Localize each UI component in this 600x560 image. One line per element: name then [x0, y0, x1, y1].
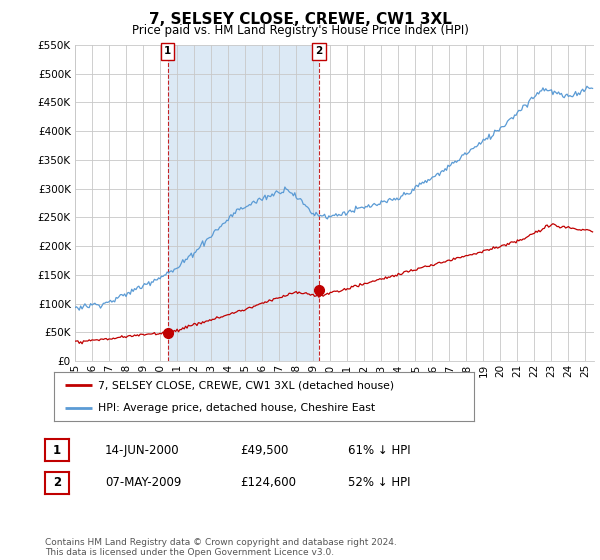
Text: 07-MAY-2009: 07-MAY-2009: [105, 476, 181, 489]
Text: 52% ↓ HPI: 52% ↓ HPI: [348, 476, 410, 489]
Text: HPI: Average price, detached house, Cheshire East: HPI: Average price, detached house, Ches…: [98, 403, 375, 413]
Text: £124,600: £124,600: [240, 476, 296, 489]
Text: 1: 1: [164, 46, 172, 57]
Text: Contains HM Land Registry data © Crown copyright and database right 2024.
This d: Contains HM Land Registry data © Crown c…: [45, 538, 397, 557]
Text: 1: 1: [53, 444, 61, 457]
Text: 7, SELSEY CLOSE, CREWE, CW1 3XL (detached house): 7, SELSEY CLOSE, CREWE, CW1 3XL (detache…: [98, 380, 394, 390]
Text: Price paid vs. HM Land Registry's House Price Index (HPI): Price paid vs. HM Land Registry's House …: [131, 24, 469, 36]
Text: 7, SELSEY CLOSE, CREWE, CW1 3XL: 7, SELSEY CLOSE, CREWE, CW1 3XL: [149, 12, 451, 27]
Bar: [168, 45, 319, 361]
Text: 2: 2: [53, 476, 61, 489]
Text: 14-JUN-2000: 14-JUN-2000: [105, 444, 179, 457]
Text: 61% ↓ HPI: 61% ↓ HPI: [348, 444, 410, 457]
Text: £49,500: £49,500: [240, 444, 289, 457]
Text: 2: 2: [316, 46, 323, 57]
